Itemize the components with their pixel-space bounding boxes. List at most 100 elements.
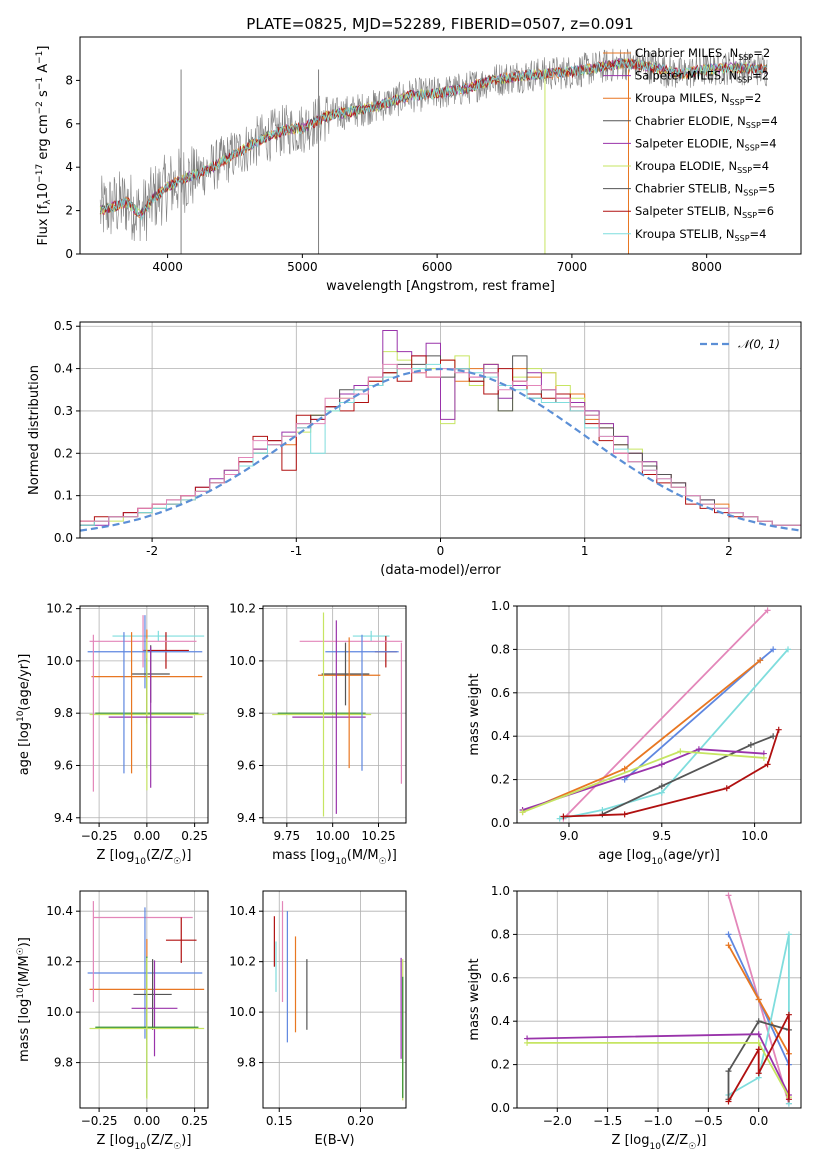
x-tick-label: −2.0: [543, 1114, 572, 1128]
y-axis-label: mass weight: [467, 958, 482, 1040]
x-axis-label-part: Z [log: [97, 1133, 135, 1148]
series-marker-orange: [757, 657, 764, 664]
x-axis-label: mass [log10(M/M☉)]: [272, 848, 397, 867]
x-tick-label: 0.00: [134, 1114, 161, 1128]
y-axis-label-part: )]: [17, 937, 32, 947]
legend-text: Chabrier STELIB, N: [635, 182, 743, 196]
legend-text: Kroupa STELIB, N: [635, 227, 735, 241]
legend-sub: SSP: [742, 211, 757, 220]
series-marker-pink: [764, 607, 771, 614]
y-axis-label-part: λ: [43, 199, 53, 205]
chart-panels: 4000 5000 6000 7000 8000 0 2 4 6 8 wavelength [Ang…: [16, 36, 802, 1152]
y-tick-label: 10.0: [229, 654, 256, 668]
series-marker-darkgray: [725, 1068, 732, 1075]
series-marker-cyan: [785, 931, 792, 938]
x-tick-label: 8000: [691, 260, 722, 274]
x-axis-label: Z [log10(Z/Z☉)]: [97, 1133, 192, 1152]
y-tick-label: 2: [65, 204, 73, 218]
x-tick-label: 1: [581, 544, 589, 558]
y-tick-label: 1.0: [491, 599, 510, 613]
y-axis-label-part: A: [36, 64, 51, 77]
y-tick-label: 10.0: [229, 1005, 256, 1019]
x-axis-label-part: ☉: [688, 1142, 696, 1152]
x-tick-label: 5000: [287, 260, 318, 274]
y-axis-label-part: age [log: [17, 722, 32, 775]
plot-area: [80, 606, 208, 823]
series-marker-purple: [658, 761, 665, 768]
x-tick-label: 0.00: [134, 829, 161, 843]
y-tick-label: 0.4: [491, 729, 510, 743]
series-marker-red: [775, 726, 782, 733]
x-tick-label: 0.25: [181, 829, 208, 843]
legend-text: Chabrier MILES, N: [635, 46, 738, 60]
spectrum-model-line: [100, 58, 767, 221]
legend-sub: SSP: [746, 121, 761, 130]
y-tick-label: 9.4: [237, 811, 256, 825]
plot-area: [80, 322, 801, 538]
y-tick-label: 0.2: [491, 1058, 510, 1072]
series-marker-red: [785, 1011, 792, 1018]
series-marker-darkgray: [747, 741, 754, 748]
panel-mass_vs_ebv: 0.15 0.20 9.8 10.0 10.2 10.4 E(B-V): [229, 890, 407, 1148]
panel-mass_vs_Z: −0.25 0.00 0.259.810.010.210.4Z [log10(Z/Z…: [16, 890, 209, 1152]
series-marker-purple: [755, 1031, 762, 1038]
x-tick-label: 0.15: [266, 1114, 293, 1128]
plot-area: [263, 891, 406, 1108]
series-marker-blue: [621, 776, 628, 783]
y-tick-label: 9.6: [237, 758, 256, 772]
y-axis-label-part: erg cm: [36, 114, 51, 163]
y-axis-label-part: −2: [35, 101, 45, 114]
series-marker-yellowgreen: [519, 809, 526, 816]
legend-entry: Kroupa ELODIE, NSSP=4: [635, 159, 769, 175]
y-axis-label-part: −17: [35, 164, 45, 183]
y-axis-label-part: −1: [35, 77, 45, 90]
series-line-cyan: [559, 648, 789, 820]
y-axis-label: mass weight: [467, 673, 482, 755]
y-tick-label: 0.0: [54, 531, 73, 545]
y-tick-label: 9.8: [54, 1056, 73, 1070]
axes-frame: [79, 36, 802, 255]
y-tick-label: 0: [65, 247, 73, 261]
legend-sub: SSP: [743, 189, 758, 198]
x-axis-label-part: )]: [387, 848, 397, 863]
x-tick-label: 7000: [557, 260, 588, 274]
y-axis-label-part: 10: [36, 183, 51, 200]
series-marker-cyan: [658, 789, 665, 796]
y-tick-label: 9.8: [237, 706, 256, 720]
legend-entry: Kroupa MILES, NSSP=2: [635, 91, 761, 107]
legend-sub: SSP: [730, 98, 745, 107]
y-tick-label: 10.2: [229, 602, 256, 616]
y-axis-label: mass [log10(M/M☉)]: [16, 937, 32, 1062]
axes-frame: [262, 605, 407, 824]
legend-text: Salpeter STELIB, N: [635, 204, 742, 218]
x-axis-label-part: mass [log: [272, 848, 335, 863]
y-tick-label: 0.6: [491, 686, 510, 700]
x-axis-label-part: )]: [181, 1133, 191, 1148]
legend-val: =2: [752, 69, 769, 83]
legend-val: =4: [761, 114, 778, 128]
y-tick-label: 0.4: [54, 362, 73, 376]
legend-val: =4: [752, 159, 769, 173]
legend-val: =4: [750, 227, 767, 241]
legend-val: =5: [758, 182, 775, 196]
y-tick-label: 10.4: [229, 904, 256, 918]
legend-sub: SSP: [745, 143, 760, 152]
x-tick-label: -1: [290, 544, 302, 558]
legend-val: =2: [745, 91, 762, 105]
axes-frame: [79, 605, 209, 824]
y-tick-label: 10.2: [229, 955, 256, 969]
series-marker-red: [560, 813, 567, 820]
panel-residuals: -2 -1 0 1 2 0.0 0.1 0.2 0.3 0.4 0.5 (data-model)/er…: [27, 319, 802, 578]
x-axis-label: Z [log10(Z/Z☉)]: [97, 848, 192, 867]
y-axis-label-part: (M/M: [17, 955, 32, 987]
y-tick-label: 1.0: [491, 884, 510, 898]
series-marker-yellowgreen: [524, 1039, 531, 1046]
series-marker-yellowgreen: [760, 754, 767, 761]
x-tick-label: 10.00: [315, 829, 349, 843]
y-tick-label: 10.0: [46, 654, 73, 668]
y-tick-label: 4: [65, 160, 73, 174]
x-tick-label: 0: [437, 544, 445, 558]
legend-text: Kroupa ELODIE, N: [635, 159, 737, 173]
legend-entry: Chabrier ELODIE, NSSP=4: [635, 114, 778, 130]
